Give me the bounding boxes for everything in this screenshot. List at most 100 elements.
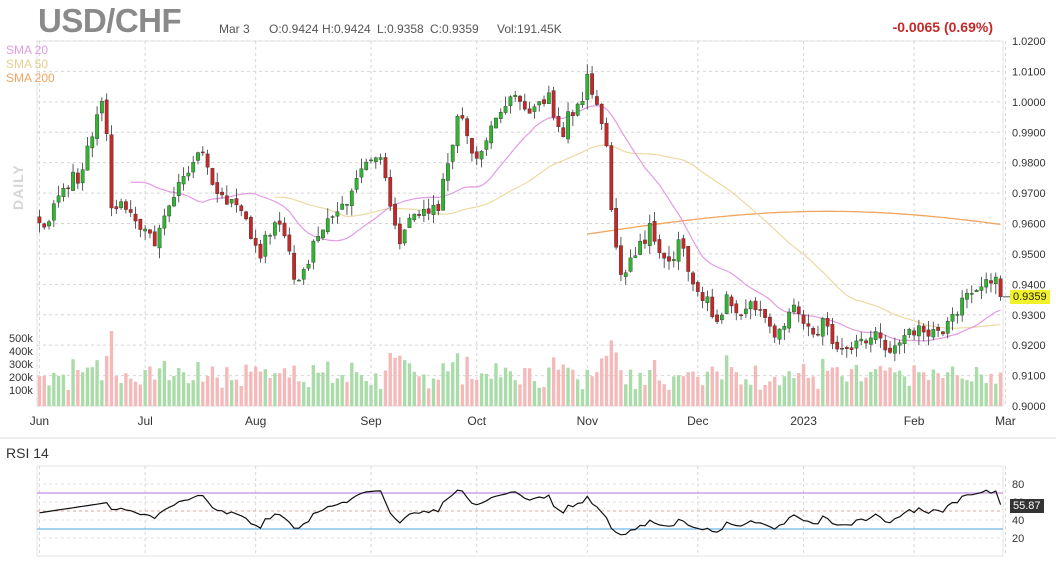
volume-bar xyxy=(201,381,205,406)
candle-body xyxy=(498,111,503,119)
volume-bar xyxy=(931,369,935,406)
volume-bar xyxy=(974,366,979,406)
volume-bar xyxy=(965,379,969,406)
candle-body xyxy=(652,220,657,242)
volume-bar xyxy=(354,372,359,406)
candle-body xyxy=(965,292,969,300)
volume-bar xyxy=(854,365,859,406)
volume-bar xyxy=(167,380,171,406)
candle-body xyxy=(244,211,248,220)
ohlc-open: O:0.9424 xyxy=(269,22,319,36)
volume-tick-label: 300k xyxy=(9,359,33,371)
volume-bar xyxy=(595,372,599,406)
volume-bar xyxy=(427,388,431,406)
volume-bar xyxy=(210,366,215,406)
ohlc-low: L:0.9358 xyxy=(377,22,424,36)
symbol-title: USD/CHF xyxy=(38,2,182,39)
volume-bar xyxy=(479,373,484,406)
volume-bar xyxy=(724,355,729,406)
candle-body xyxy=(633,255,638,258)
candle-body xyxy=(941,331,945,335)
candle-body xyxy=(191,162,196,173)
volume-bar xyxy=(273,373,277,406)
candle-body xyxy=(840,348,844,350)
candle-body xyxy=(835,341,840,350)
candle-body xyxy=(743,308,748,314)
candle-body xyxy=(753,300,758,311)
volume-bar xyxy=(643,384,647,406)
candle-body xyxy=(782,326,787,330)
candle-body xyxy=(816,333,820,336)
candle-body xyxy=(681,238,686,249)
volume-bar xyxy=(936,373,940,406)
candle-body xyxy=(599,103,604,124)
candle-body xyxy=(580,101,585,106)
volume-tick-label: 500k xyxy=(9,333,33,345)
candle-body xyxy=(196,152,200,161)
candle-body xyxy=(671,259,676,261)
volume-bar xyxy=(864,377,868,406)
candle-body xyxy=(383,157,388,179)
volume-bar xyxy=(672,376,676,406)
candle-body xyxy=(960,297,965,316)
volume-bar xyxy=(926,379,931,406)
volume-bar xyxy=(138,384,143,406)
volume-bar xyxy=(758,389,762,406)
volume-bar xyxy=(902,376,907,406)
volume-bar xyxy=(460,384,465,406)
volume-bar xyxy=(172,376,176,406)
candle-body xyxy=(710,296,715,318)
candle-body xyxy=(397,223,402,245)
price-tick-label: 0.9100 xyxy=(1012,371,1046,383)
candle-body xyxy=(460,115,465,119)
volume-tick-label: 400k xyxy=(9,346,33,358)
volume-bar xyxy=(297,381,301,406)
volume-tick-label: 200k xyxy=(9,372,33,384)
candle-body xyxy=(172,197,176,207)
volume-bar xyxy=(763,385,767,406)
candle-body xyxy=(85,145,90,171)
candle-body xyxy=(892,345,897,354)
candle-body xyxy=(950,313,955,322)
volume-bar xyxy=(436,379,440,406)
volume-bar xyxy=(513,380,517,406)
volume-bar xyxy=(350,362,354,406)
candle-body xyxy=(393,203,397,226)
volume-bar xyxy=(604,355,609,406)
volume-bar xyxy=(244,364,248,406)
candle-body xyxy=(51,203,56,221)
candle-body xyxy=(758,309,763,311)
ohlc-date: Mar 3 xyxy=(219,22,250,36)
candle-body xyxy=(287,234,292,252)
volume-bar xyxy=(667,389,671,406)
candle-body xyxy=(623,272,628,277)
ohlc-high: H:0.9424 xyxy=(322,22,371,36)
volume-bar xyxy=(369,385,373,406)
volume-bar xyxy=(561,364,565,406)
volume-bar xyxy=(710,366,714,406)
volume-bar xyxy=(619,370,623,406)
volume-bar xyxy=(840,376,844,406)
candle-body xyxy=(316,236,321,241)
ohlc-close: C:0.9359 xyxy=(430,22,479,36)
candle-body xyxy=(878,332,883,339)
volume-bar xyxy=(744,379,748,406)
candle-body xyxy=(921,325,926,333)
volume-bar xyxy=(311,365,316,406)
volume-bar xyxy=(527,368,532,406)
volume-bar xyxy=(715,371,719,406)
volume-bar xyxy=(657,380,662,406)
candle-body xyxy=(431,205,436,215)
volume-bar xyxy=(105,355,109,406)
candle-body xyxy=(508,96,513,106)
volume-bar xyxy=(229,380,234,406)
candle-body xyxy=(796,306,801,315)
candle-body xyxy=(844,347,849,350)
volume-bar xyxy=(278,373,282,406)
volume-bar xyxy=(234,379,239,406)
volume-bar xyxy=(816,388,820,406)
volume-bar xyxy=(912,365,916,406)
volume-bar xyxy=(955,375,960,406)
volume-bar xyxy=(451,362,455,406)
volume-bar xyxy=(287,377,291,406)
